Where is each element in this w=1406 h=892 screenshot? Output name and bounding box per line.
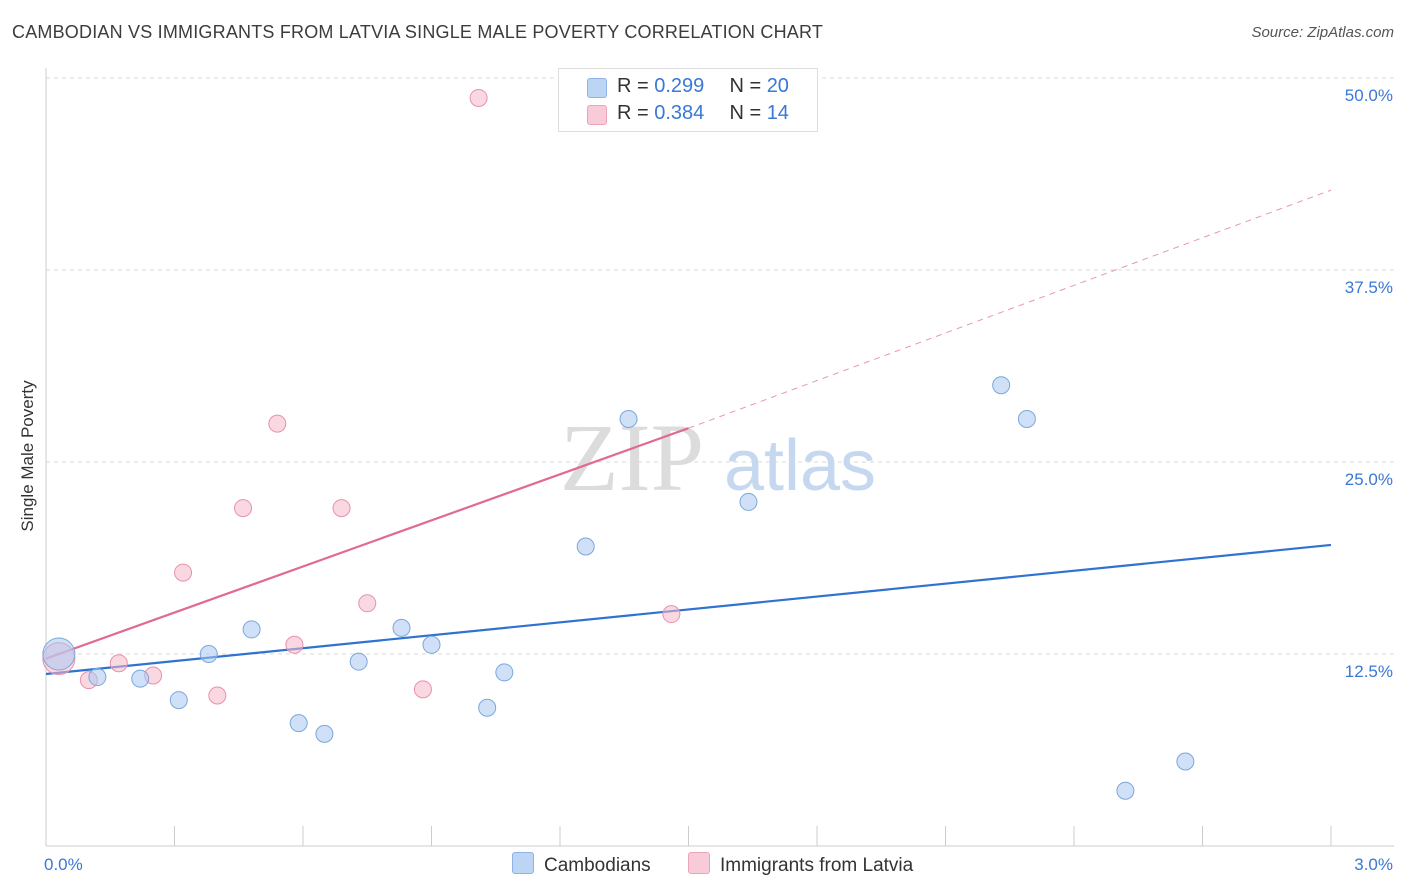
cambodian-point <box>392 618 411 637</box>
y-tick-label: 25.0% <box>1345 470 1393 489</box>
cambodian-point <box>349 652 368 671</box>
cambodian-point <box>576 537 595 556</box>
cambodian-point <box>199 645 218 663</box>
legend-r-value: 0.299 <box>654 75 705 97</box>
latvia-point <box>469 88 488 107</box>
cambodian-point <box>169 691 188 710</box>
trend-line <box>45 427 689 660</box>
legend-r-label: R = <box>617 102 649 124</box>
legend-n-value: 14 <box>766 102 789 124</box>
latvia-point <box>662 605 681 624</box>
latvia-point <box>332 499 351 518</box>
cambodian-point <box>1116 781 1135 800</box>
legend-swatch-pink <box>688 852 710 874</box>
y-tick-label: 37.5% <box>1345 278 1393 297</box>
cambodian-point <box>42 637 76 671</box>
cambodian-point <box>619 409 638 428</box>
cambodian-point <box>88 668 107 687</box>
grid-lines <box>46 77 1394 655</box>
legend-swatch-blue <box>587 78 607 98</box>
cambodian-point <box>495 663 514 682</box>
tick-labels: 12.5% 25.0% 37.5% 50.0% 0.0% 3.0% <box>44 86 1393 874</box>
chart-title: CAMBODIAN VS IMMIGRANTS FROM LATVIA SING… <box>12 22 824 42</box>
latvia-point <box>109 654 128 673</box>
cambodian-point <box>1176 752 1195 771</box>
data-points <box>42 88 1195 800</box>
watermark: ZIP atlas <box>560 404 876 511</box>
legend-swatch-blue <box>512 852 534 874</box>
latvia-point <box>358 594 377 613</box>
legend-r-label: R = <box>617 75 649 97</box>
bottom-legend-latvia: Immigrants from Latvia <box>688 852 913 877</box>
cambodian-point <box>289 714 308 733</box>
y-tick-label: 50.0% <box>1345 86 1393 105</box>
legend-n-label: N = <box>729 75 762 97</box>
latvia-point <box>208 686 227 705</box>
legend-r-value: 0.384 <box>654 102 705 124</box>
cambodian-point <box>315 724 334 743</box>
x-tick-label: 0.0% <box>44 855 83 874</box>
axes <box>45 68 1394 847</box>
legend-label-cambodians: Cambodians <box>544 855 651 876</box>
latvia-point <box>174 563 193 582</box>
cambodian-point <box>242 620 261 639</box>
trend-line-extension <box>688 189 1332 429</box>
legend-n-label: N = <box>729 102 762 124</box>
correlation-legend: R = 0.299 N = 20 R = 0.384 N = 14 <box>558 68 818 132</box>
cambodian-point <box>992 376 1011 395</box>
cambodian-point <box>1017 409 1036 428</box>
y-tick-label: 12.5% <box>1345 662 1393 681</box>
latvia-point <box>285 635 304 654</box>
cambodian-point <box>422 635 441 654</box>
legend-n-value: 20 <box>766 75 789 97</box>
source-label: Source: ZipAtlas.com <box>1251 24 1394 41</box>
x-tick-label: 3.0% <box>1354 855 1393 874</box>
y-axis-label: Single Male Poverty <box>18 380 37 532</box>
legend-label-latvia: Immigrants from Latvia <box>720 855 914 876</box>
legend-swatch-pink <box>587 105 607 125</box>
cambodian-point <box>131 669 150 688</box>
trend-line <box>45 543 1332 676</box>
watermark-atlas: atlas <box>724 426 876 506</box>
latvia-point <box>268 414 287 433</box>
trend-lines <box>45 189 1332 676</box>
cambodian-point <box>739 492 758 511</box>
cambodian-point <box>478 698 497 717</box>
bottom-legend-cambodians: Cambodians <box>512 852 651 877</box>
latvia-point <box>413 680 432 699</box>
latvia-point <box>234 499 253 518</box>
